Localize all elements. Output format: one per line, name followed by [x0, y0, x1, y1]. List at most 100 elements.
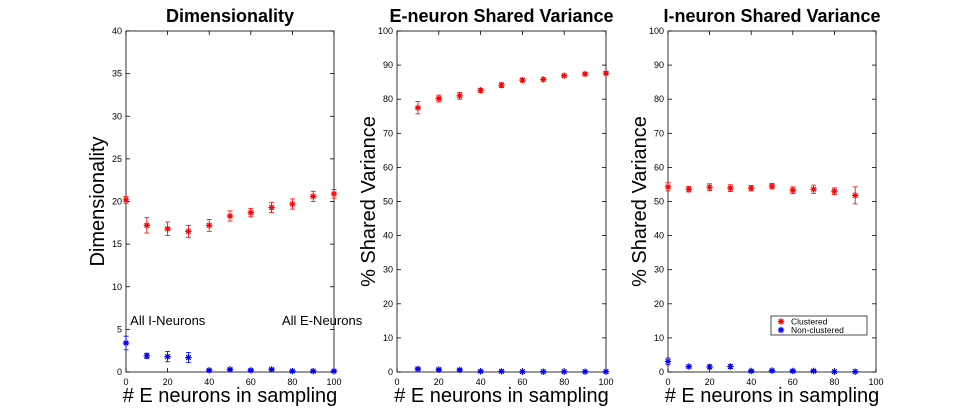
- data-point: [602, 368, 610, 375]
- series-clustered: [664, 182, 859, 205]
- data-point: [310, 367, 317, 375]
- data-point: [789, 187, 796, 194]
- series-non-clustered: [122, 335, 338, 375]
- data-point: [768, 182, 776, 190]
- chart-title: E-neuron Shared Variance: [389, 6, 613, 26]
- x-tick-label: 100: [598, 377, 613, 387]
- x-tick-label: 100: [326, 377, 341, 387]
- data-point: [810, 367, 817, 375]
- data-point: [414, 365, 422, 373]
- data-point: [268, 204, 275, 211]
- x-tick-label: 0: [394, 377, 399, 387]
- y-tick-label: 100: [649, 26, 664, 36]
- y-tick-label: 0: [659, 367, 664, 377]
- data-point: [581, 368, 589, 375]
- annotation-label: All I-Neurons: [130, 313, 206, 328]
- annotation-label: All E-Neurons: [282, 313, 363, 328]
- data-point: [706, 183, 713, 191]
- data-point: [247, 367, 254, 374]
- data-point: [226, 212, 234, 220]
- y-tick-label: 30: [654, 265, 664, 275]
- legend-entry: Clustered: [791, 317, 828, 327]
- y-tick-label: 20: [112, 197, 122, 207]
- y-tick-label: 80: [383, 94, 393, 104]
- y-tick-label: 70: [654, 128, 664, 138]
- x-axis-label: # E neurons in sampling: [665, 385, 880, 407]
- y-tick-label: 50: [654, 197, 664, 207]
- y-axis-label: % Shared Variance: [629, 116, 651, 287]
- data-point: [122, 196, 130, 203]
- x-tick-label: 40: [746, 377, 756, 387]
- y-tick-label: 5: [117, 324, 122, 334]
- data-point: [206, 222, 213, 229]
- x-tick-label: 60: [246, 377, 256, 387]
- y-tick-label: 50: [383, 197, 393, 207]
- y-tick-label: 25: [112, 154, 122, 164]
- data-point: [602, 70, 610, 77]
- data-point: [768, 367, 776, 374]
- data-point: [581, 70, 589, 78]
- x-tick-label: 80: [829, 377, 839, 387]
- data-point: [185, 228, 192, 235]
- data-point: [852, 192, 859, 199]
- data-point: [810, 186, 817, 193]
- data-point: [748, 367, 755, 375]
- data-point: [561, 72, 568, 79]
- data-point: [164, 353, 171, 360]
- data-point: [519, 76, 526, 84]
- x-tick-label: 0: [123, 377, 128, 387]
- y-tick-label: 0: [388, 367, 393, 377]
- y-tick-label: 70: [383, 128, 393, 138]
- data-point: [498, 82, 505, 89]
- data-point: [477, 368, 484, 375]
- data-point: [685, 363, 692, 370]
- x-axis-label: # E neurons in sampling: [394, 385, 609, 407]
- data-point: [164, 225, 171, 232]
- y-tick-label: 90: [654, 60, 664, 70]
- legend-entry: Non-clustered: [791, 325, 844, 335]
- x-tick-label: 0: [665, 377, 670, 387]
- data-point: [122, 339, 130, 347]
- data-point: [852, 368, 859, 375]
- chart-title: I-neuron Shared Variance: [663, 6, 880, 26]
- x-tick-label: 80: [559, 377, 569, 387]
- y-tick-label: 40: [112, 26, 122, 36]
- data-point: [685, 186, 692, 193]
- series-non-clustered: [664, 357, 859, 375]
- data-point: [143, 352, 150, 360]
- y-tick-label: 30: [112, 111, 122, 121]
- y-tick-label: 60: [654, 162, 664, 172]
- data-point: [706, 363, 713, 371]
- x-tick-label: 20: [163, 377, 173, 387]
- chart-panel-3: 0 20 40 60 80 1000102030405060708090100I-neur…: [629, 6, 884, 407]
- data-point: [831, 188, 838, 195]
- x-tick-label: 60: [517, 377, 527, 387]
- data-point: [435, 366, 442, 373]
- y-tick-label: 60: [383, 162, 393, 172]
- y-tick-label: 20: [654, 299, 664, 309]
- data-point: [748, 185, 755, 192]
- legend-marker: [777, 318, 785, 325]
- data-point: [664, 183, 672, 191]
- series-non-clustered: [414, 365, 610, 375]
- data-point: [519, 368, 526, 375]
- data-point: [226, 366, 234, 373]
- series-clustered: [122, 189, 338, 238]
- x-tick-label: 80: [287, 377, 297, 387]
- data-point: [540, 76, 547, 83]
- y-tick-label: 10: [654, 333, 664, 343]
- x-tick-label: 20: [705, 377, 715, 387]
- chart-title: Dimensionality: [166, 6, 294, 26]
- data-point: [414, 104, 422, 111]
- data-point: [727, 185, 734, 192]
- data-point: [664, 358, 672, 365]
- y-tick-label: 40: [383, 231, 393, 241]
- legend-marker: [777, 326, 785, 334]
- y-tick-label: 90: [383, 60, 393, 70]
- x-tick-label: 20: [434, 377, 444, 387]
- data-point: [310, 193, 317, 200]
- data-point: [247, 209, 254, 216]
- data-point: [831, 368, 838, 375]
- y-tick-label: 30: [383, 265, 393, 275]
